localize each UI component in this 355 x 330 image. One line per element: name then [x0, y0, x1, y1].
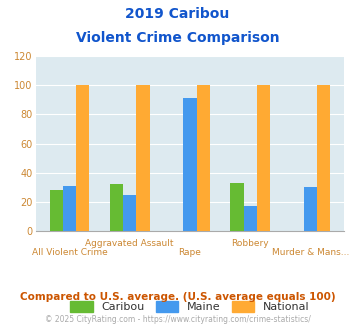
Bar [304, 187, 317, 231]
Text: Murder & Mans...: Murder & Mans... [272, 248, 349, 257]
Bar [63, 186, 76, 231]
Bar [50, 190, 63, 231]
Bar [244, 206, 257, 231]
Bar [136, 85, 149, 231]
Bar [183, 98, 197, 231]
Bar [110, 184, 123, 231]
Text: 2019 Caribou: 2019 Caribou [125, 7, 230, 20]
Text: Compared to U.S. average. (U.S. average equals 100): Compared to U.S. average. (U.S. average … [20, 292, 335, 302]
Text: Aggravated Assault: Aggravated Assault [86, 239, 174, 248]
Text: Rape: Rape [179, 248, 201, 257]
Text: © 2025 CityRating.com - https://www.cityrating.com/crime-statistics/: © 2025 CityRating.com - https://www.city… [45, 315, 310, 324]
Bar [76, 85, 89, 231]
Bar [257, 85, 270, 231]
Bar [197, 85, 210, 231]
Text: All Violent Crime: All Violent Crime [32, 248, 107, 257]
Text: Robbery: Robbery [231, 239, 269, 248]
Text: Violent Crime Comparison: Violent Crime Comparison [76, 31, 279, 45]
Bar [230, 183, 244, 231]
Legend: Caribou, Maine, National: Caribou, Maine, National [66, 296, 314, 316]
Bar [317, 85, 330, 231]
Bar [123, 195, 136, 231]
